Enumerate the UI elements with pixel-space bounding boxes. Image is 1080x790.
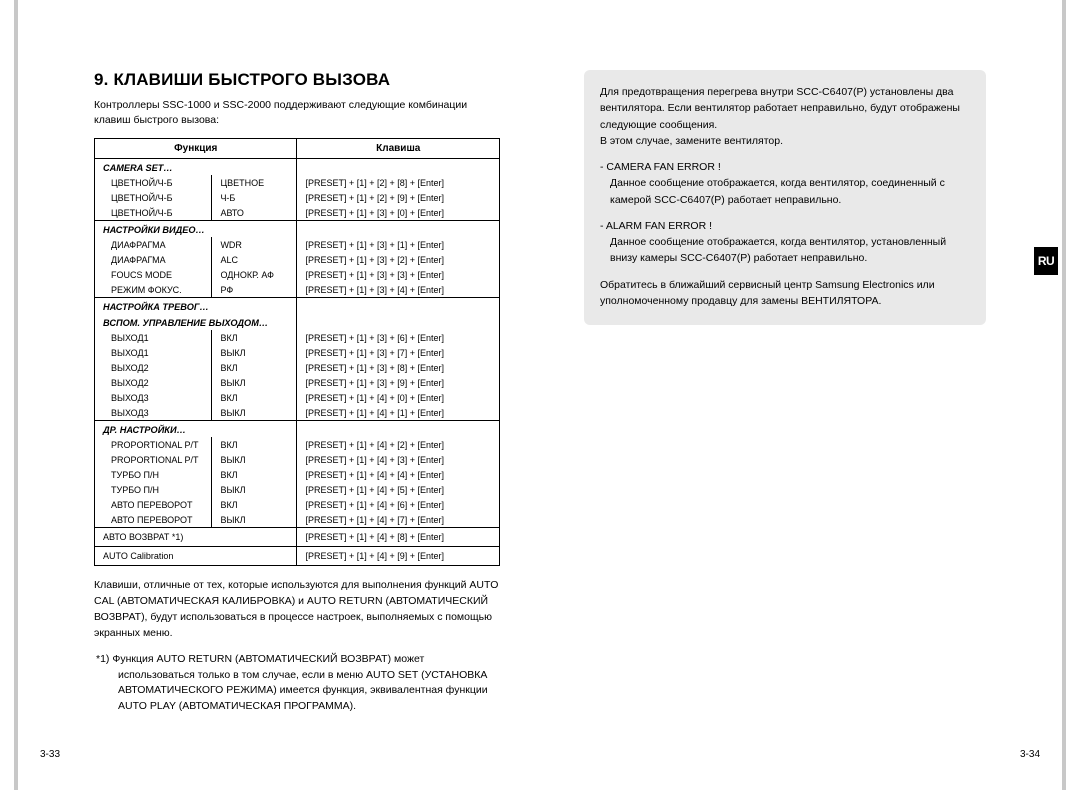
fn-col1: ТУРБО П/Н xyxy=(95,482,212,497)
fn-col2: Ч-Б xyxy=(212,190,297,205)
fn-col2: РФ xyxy=(212,282,297,298)
err1-head: - CAMERA FAN ERROR ! xyxy=(600,159,970,175)
fn-col1: FOUCS MODE xyxy=(95,267,212,282)
key-col: [PRESET] + [1] + [3] + [9] + [Enter] xyxy=(297,375,500,390)
fn-col1: ВЫХОД3 xyxy=(95,390,212,405)
section-title: ДР. НАСТРОЙКИ… xyxy=(95,421,297,438)
page-num-left: 3-33 xyxy=(40,749,60,760)
key-col: [PRESET] + [1] + [3] + [6] + [Enter] xyxy=(297,330,500,345)
section-title-spacer xyxy=(297,298,500,315)
info-p2: В этом случае, замените вентилятор. xyxy=(600,133,970,149)
info-box: Для предотвращения перегрева внутри SCC-… xyxy=(584,70,986,325)
fn-col2: ВЫКЛ xyxy=(212,512,297,528)
page-right: Для предотвращения перегрева внутри SCC-… xyxy=(540,70,1030,750)
fn-full: AUTO Calibration xyxy=(95,547,297,566)
key-col: [PRESET] + [1] + [4] + [8] + [Enter] xyxy=(297,528,500,547)
err2-head: - ALARM FAN ERROR ! xyxy=(600,218,970,234)
page-title: 9. КЛАВИШИ БЫСТРОГО ВЫЗОВА xyxy=(94,70,500,90)
page-left: 9. КЛАВИШИ БЫСТРОГО ВЫЗОВА Контроллеры S… xyxy=(50,70,540,750)
fn-col1: PROPORTIONAL P/T xyxy=(95,452,212,467)
key-col: [PRESET] + [1] + [4] + [0] + [Enter] xyxy=(297,390,500,405)
section-title-spacer xyxy=(297,421,500,438)
intro-text: Контроллеры SSC-1000 и SSC-2000 поддержи… xyxy=(94,98,500,128)
fn-col1: ВЫХОД3 xyxy=(95,405,212,421)
fn-col1: ДИАФРАГМА xyxy=(95,252,212,267)
fn-col2: ВЫКЛ xyxy=(212,405,297,421)
fn-col1: АВТО ПЕРЕВОРОТ xyxy=(95,497,212,512)
fn-col1: ТУРБО П/Н xyxy=(95,467,212,482)
fn-col2: WDR xyxy=(212,237,297,252)
note-2: *1) Функция AUTO RETURN (АВТОМАТИЧЕСКИЙ … xyxy=(94,652,500,715)
left-stripe xyxy=(14,0,18,790)
page-num-right: 3-34 xyxy=(1020,749,1040,760)
info-p3: Обратитесь в ближайший сервисный центр S… xyxy=(600,277,970,310)
key-col: [PRESET] + [1] + [2] + [8] + [Enter] xyxy=(297,175,500,190)
fn-col1: ВЫХОД1 xyxy=(95,345,212,360)
err2-body: Данное сообщение отображается, когда вен… xyxy=(600,234,970,267)
key-col: [PRESET] + [1] + [2] + [9] + [Enter] xyxy=(297,190,500,205)
fn-col1: РЕЖИМ ФОКУС. xyxy=(95,282,212,298)
key-col: [PRESET] + [1] + [3] + [7] + [Enter] xyxy=(297,345,500,360)
info-p1: Для предотвращения перегрева внутри SCC-… xyxy=(600,84,970,133)
right-stripe xyxy=(1062,0,1066,790)
language-tab: RU xyxy=(1034,247,1058,275)
fn-col1: ВЫХОД2 xyxy=(95,360,212,375)
fn-col2: ВКЛ xyxy=(212,497,297,512)
fn-col1: ДИАФРАГМА xyxy=(95,237,212,252)
th-key: Клавиша xyxy=(297,139,500,159)
fn-col2: ВЫКЛ xyxy=(212,452,297,467)
section-title: НАСТРОЙКА ТРЕВОГ… xyxy=(95,298,297,315)
fn-col2: ВКЛ xyxy=(212,330,297,345)
key-col: [PRESET] + [1] + [3] + [1] + [Enter] xyxy=(297,237,500,252)
key-col: [PRESET] + [1] + [3] + [3] + [Enter] xyxy=(297,267,500,282)
key-col: [PRESET] + [1] + [4] + [9] + [Enter] xyxy=(297,547,500,566)
fn-col2: ВКЛ xyxy=(212,390,297,405)
section-title: НАСТРОЙКИ ВИДЕО… xyxy=(95,221,297,238)
page-spread: 9. КЛАВИШИ БЫСТРОГО ВЫЗОВА Контроллеры S… xyxy=(0,0,1080,790)
fn-col2: ОДНОКР. АФ xyxy=(212,267,297,282)
fn-col1: АВТО ПЕРЕВОРОТ xyxy=(95,512,212,528)
err1-body: Данное сообщение отображается, когда вен… xyxy=(600,175,970,208)
fn-col1: ЦВЕТНОЙ/Ч-Б xyxy=(95,190,212,205)
fn-col2: ALC xyxy=(212,252,297,267)
note-1: Клавиши, отличные от тех, которые исполь… xyxy=(94,578,500,641)
section-title-spacer xyxy=(297,221,500,238)
th-function: Функция xyxy=(95,139,297,159)
fn-col1: ВЫХОД2 xyxy=(95,375,212,390)
fn-col2: ВЫКЛ xyxy=(212,482,297,497)
fn-col1: PROPORTIONAL P/T xyxy=(95,437,212,452)
section-title: CAMERA SET… xyxy=(95,159,297,176)
fn-col1: ВЫХОД1 xyxy=(95,330,212,345)
key-col: [PRESET] + [1] + [4] + [2] + [Enter] xyxy=(297,437,500,452)
section-subtitle: ВСПОМ. УПРАВЛЕНИЕ ВЫХОДОМ… xyxy=(95,314,297,330)
key-col: [PRESET] + [1] + [3] + [4] + [Enter] xyxy=(297,282,500,298)
key-col: [PRESET] + [1] + [3] + [8] + [Enter] xyxy=(297,360,500,375)
key-col: [PRESET] + [1] + [4] + [7] + [Enter] xyxy=(297,512,500,528)
fn-col2: ВЫКЛ xyxy=(212,345,297,360)
key-col: [PRESET] + [1] + [4] + [3] + [Enter] xyxy=(297,452,500,467)
key-col: [PRESET] + [1] + [3] + [0] + [Enter] xyxy=(297,205,500,221)
fn-col2: ВКЛ xyxy=(212,467,297,482)
key-col: [PRESET] + [1] + [4] + [1] + [Enter] xyxy=(297,405,500,421)
section-title-spacer xyxy=(297,159,500,176)
fn-col2: ВЫКЛ xyxy=(212,375,297,390)
fn-col2: ВКЛ xyxy=(212,437,297,452)
key-col: [PRESET] + [1] + [4] + [6] + [Enter] xyxy=(297,497,500,512)
fn-col2: ЦВЕТНОЕ xyxy=(212,175,297,190)
section-subtitle-spacer xyxy=(297,314,500,330)
fn-col2: АВТО xyxy=(212,205,297,221)
fn-col1: ЦВЕТНОЙ/Ч-Б xyxy=(95,205,212,221)
key-col: [PRESET] + [1] + [4] + [5] + [Enter] xyxy=(297,482,500,497)
shortcut-table: Функция Клавиша CAMERA SET…ЦВЕТНОЙ/Ч-БЦВ… xyxy=(94,138,500,566)
key-col: [PRESET] + [1] + [4] + [4] + [Enter] xyxy=(297,467,500,482)
fn-col1: ЦВЕТНОЙ/Ч-Б xyxy=(95,175,212,190)
fn-full: АВТО ВОЗВРАТ *1) xyxy=(95,528,297,547)
key-col: [PRESET] + [1] + [3] + [2] + [Enter] xyxy=(297,252,500,267)
fn-col2: ВКЛ xyxy=(212,360,297,375)
